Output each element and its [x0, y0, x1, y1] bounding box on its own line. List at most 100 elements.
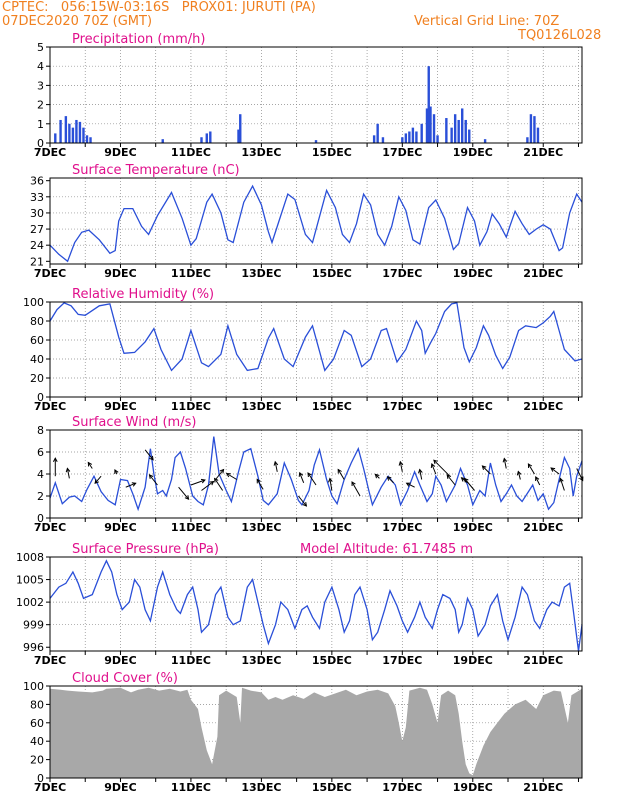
y-tick-label: 20 — [30, 754, 44, 767]
panel-frame — [49, 556, 583, 652]
x-tick-label: 11DEC — [171, 146, 211, 159]
y-tick-label: 80 — [30, 698, 44, 711]
wind-vector-head — [298, 471, 304, 477]
wind-vector — [299, 472, 305, 483]
wind-vector — [201, 481, 214, 491]
wind-vector-head — [307, 472, 312, 478]
wind-vector-head — [148, 474, 154, 479]
y-tick-label: 60 — [30, 334, 44, 347]
x-tick-label: 9DEC — [104, 781, 136, 794]
x-tick-label: 15DEC — [312, 400, 352, 413]
precip-bar — [82, 127, 85, 143]
y-tick-label: 24 — [30, 239, 44, 252]
wind-vector-head — [418, 468, 423, 474]
wind-vector-head — [337, 468, 342, 474]
y-tick-label: 8 — [37, 424, 44, 437]
wind-vector-head — [527, 463, 533, 469]
x-tick-label: 15DEC — [312, 146, 352, 159]
run-code: TQ0126L028 — [518, 28, 602, 43]
wind-vector — [559, 478, 565, 491]
precip-bar — [457, 119, 460, 143]
wind-vector-head — [149, 455, 154, 461]
x-tick-label: 15DEC — [312, 521, 352, 534]
y-tick-label: 1002 — [16, 596, 44, 609]
x-tick-label: 11DEC — [171, 654, 211, 667]
precip-bar — [209, 131, 212, 143]
wind-vector-head — [481, 465, 487, 470]
wind-vector — [528, 463, 535, 475]
panel-title: Surface Wind (m/s) — [72, 415, 196, 430]
series-line — [49, 559, 583, 652]
precip-bar — [372, 135, 376, 143]
wind-vector — [399, 461, 403, 472]
wind-vector-head — [209, 480, 215, 486]
precip-bar — [429, 106, 432, 143]
vertical-grid-label: Vertical Grid Line: 70Z — [414, 14, 560, 29]
series-line — [49, 184, 583, 263]
panel-4: 0 2 4 6 8 7DEC 9DEC 11DEC 13DEC 15DEC 17DEC 19DEC 21… — [34, 415, 584, 534]
x-tick-label: 7DEC — [34, 781, 66, 794]
wind-vector-head — [386, 476, 392, 481]
x-tick-label: 15DEC — [312, 781, 352, 794]
y-tick-label: 2 — [37, 490, 44, 503]
precip-bar — [468, 129, 471, 143]
precip-bar — [432, 114, 436, 143]
y-tick-label: 0 — [37, 137, 44, 150]
x-tick-label: 7DEC — [34, 146, 66, 159]
panel-frame — [49, 429, 583, 519]
y-tick-label: 6 — [37, 446, 44, 459]
x-tick-label: 19DEC — [453, 654, 493, 667]
wind-vector-head — [559, 477, 564, 483]
precip-bar — [533, 116, 536, 143]
precip-bar — [381, 137, 385, 143]
y-tick-label: 30 — [30, 207, 44, 220]
x-tick-label: 7DEC — [34, 521, 66, 534]
y-tick-label: 1005 — [16, 574, 44, 587]
x-tick-label: 19DEC — [453, 267, 493, 280]
wind-vector-head — [433, 459, 438, 465]
wind-vector — [256, 479, 264, 490]
wind-vector — [387, 476, 394, 484]
wind-vector-head — [65, 467, 71, 473]
wind-vector — [433, 459, 451, 477]
precip-bar — [54, 133, 57, 143]
precip-bar — [427, 66, 430, 143]
cloud-cover-area — [50, 687, 582, 778]
wind-vector — [149, 474, 158, 486]
wind-vector-head — [516, 470, 522, 476]
wind-vector-head — [502, 457, 508, 463]
wind-vector — [214, 478, 224, 491]
x-tick-label: 7DEC — [34, 267, 66, 280]
precip-bar — [68, 123, 71, 143]
x-tick-label: 21DEC — [523, 146, 563, 159]
y-tick-label: 1 — [37, 118, 44, 131]
x-tick-label: 17DEC — [382, 400, 422, 413]
x-tick-label: 21DEC — [523, 267, 563, 280]
wind-vector — [87, 462, 93, 469]
x-tick-label: 21DEC — [523, 654, 563, 667]
panel-frame — [49, 46, 583, 144]
x-tick-label: 9DEC — [104, 146, 136, 159]
x-tick-label: 19DEC — [453, 521, 493, 534]
x-tick-label: 11DEC — [171, 267, 211, 280]
y-tick-label: 27 — [30, 223, 44, 236]
y-tick-label: 0 — [37, 512, 44, 525]
wind-vector — [517, 471, 521, 480]
wind-vector — [482, 465, 491, 475]
panel-6: 0 20 40 60 80 100 7DEC 9DEC 11DEC 13DEC 15DEC 17DEC… — [23, 671, 583, 794]
series-line — [49, 302, 583, 372]
precip-bar — [536, 127, 540, 143]
x-tick-label: 17DEC — [382, 267, 422, 280]
wind-vector — [190, 479, 206, 486]
wind-vector-head — [446, 474, 452, 479]
precip-bar — [526, 137, 529, 143]
precip-bar — [64, 116, 68, 143]
y-tick-label: 60 — [30, 717, 44, 730]
precip-bar — [436, 135, 439, 143]
wind-vector — [178, 486, 189, 500]
y-tick-label: 3 — [37, 79, 44, 92]
x-tick-label: 9DEC — [104, 267, 136, 280]
precip-bar — [415, 131, 418, 143]
precip-bar — [376, 123, 379, 143]
